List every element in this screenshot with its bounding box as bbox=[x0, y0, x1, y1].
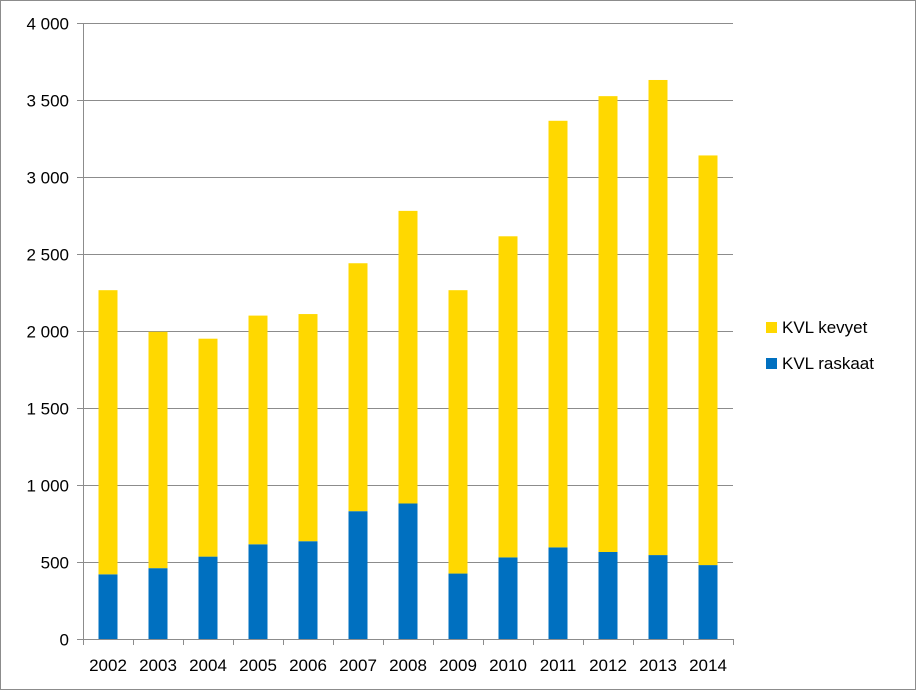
bars bbox=[98, 79, 718, 639]
bar-segment-raskaat bbox=[398, 503, 418, 639]
y-tick-label: 3 500 bbox=[26, 92, 69, 111]
legend: KVL kevyet KVL raskaat bbox=[766, 318, 874, 373]
bar-segment-kevyet bbox=[398, 210, 418, 504]
bar-segment-raskaat bbox=[148, 568, 168, 639]
bar-segment-raskaat bbox=[698, 565, 718, 639]
y-tick-label: 2 000 bbox=[26, 323, 69, 342]
y-axis-tick-labels: 0 500 1 000 1 500 2 000 2 500 3 000 3 500 4 000 bbox=[26, 15, 69, 650]
x-tick-label: 2005 bbox=[239, 656, 277, 675]
legend-swatch bbox=[766, 358, 777, 369]
bar-segment-kevyet bbox=[148, 331, 168, 569]
axes bbox=[77, 23, 734, 645]
y-tick-label: 4 000 bbox=[26, 15, 69, 34]
bar-segment-raskaat bbox=[248, 544, 268, 639]
x-tick-label: 2011 bbox=[540, 656, 577, 675]
x-tick-label: 2010 bbox=[489, 656, 527, 675]
y-tick-label: 1 500 bbox=[26, 400, 69, 419]
x-axis-tick-labels: 2002 2003 2004 2005 2006 2007 2008 2009 2010 2011… bbox=[89, 656, 727, 675]
y-tick-label: 3 000 bbox=[26, 169, 69, 188]
bar-segment-kevyet bbox=[598, 96, 618, 552]
bar-segment-kevyet bbox=[298, 314, 318, 542]
x-tick-label: 2006 bbox=[289, 656, 327, 675]
x-tick-label: 2007 bbox=[339, 656, 377, 675]
bar-segment-kevyet bbox=[648, 79, 668, 556]
x-tick-label: 2004 bbox=[189, 656, 227, 675]
y-tick-label: 0 bbox=[60, 631, 69, 650]
bar-segment-raskaat bbox=[98, 574, 118, 639]
y-tick-label: 2 500 bbox=[26, 246, 69, 265]
legend-swatch bbox=[766, 322, 777, 333]
bar-segment-kevyet bbox=[248, 315, 268, 545]
x-tick-label: 2002 bbox=[89, 656, 127, 675]
x-tick-label: 2014 bbox=[689, 656, 727, 675]
x-tick-label: 2008 bbox=[389, 656, 427, 675]
bar-segment-kevyet bbox=[348, 263, 368, 512]
bar-segment-raskaat bbox=[448, 573, 468, 639]
bar-segment-kevyet bbox=[698, 155, 718, 566]
x-tick-label: 2003 bbox=[139, 656, 177, 675]
bar-segment-raskaat bbox=[598, 551, 618, 639]
x-tick-label: 2013 bbox=[639, 656, 677, 675]
x-tick-label: 2009 bbox=[439, 656, 477, 675]
bar-segment-kevyet bbox=[98, 290, 118, 575]
bar-segment-raskaat bbox=[348, 511, 368, 639]
bar-segment-raskaat bbox=[198, 556, 218, 639]
bar-segment-kevyet bbox=[448, 290, 468, 574]
y-tick-label: 500 bbox=[41, 554, 69, 573]
bar-segment-raskaat bbox=[498, 557, 518, 639]
legend-label: KVL kevyet bbox=[782, 318, 868, 337]
bar-segment-kevyet bbox=[498, 236, 518, 558]
bar-segment-raskaat bbox=[298, 541, 318, 639]
bar-segment-raskaat bbox=[548, 547, 568, 639]
bar-segment-kevyet bbox=[548, 120, 568, 548]
x-tick-label: 2012 bbox=[589, 656, 627, 675]
y-tick-label: 1 000 bbox=[26, 477, 69, 496]
legend-label: KVL raskaat bbox=[782, 354, 874, 373]
bar-segment-kevyet bbox=[198, 338, 218, 557]
bar-segment-raskaat bbox=[648, 555, 668, 639]
